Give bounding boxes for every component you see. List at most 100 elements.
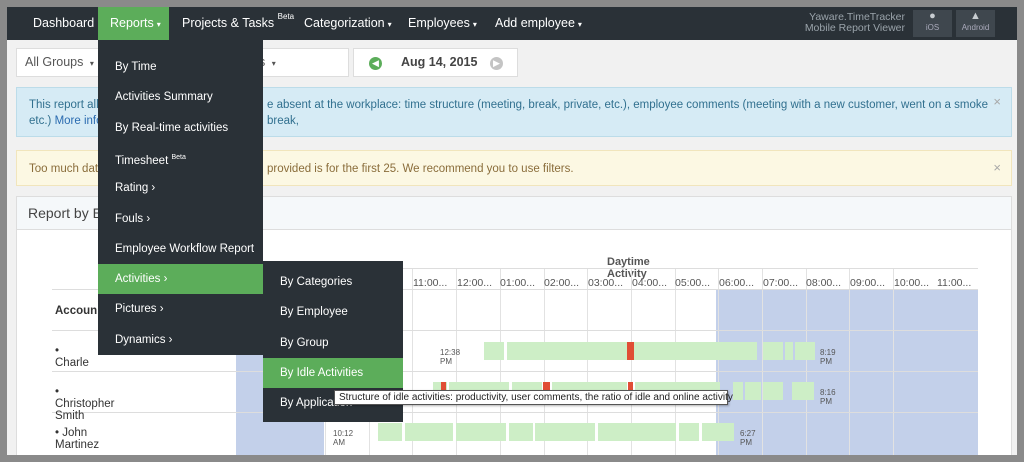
close-icon[interactable]: × <box>993 160 1001 175</box>
header-divider <box>325 268 978 269</box>
evening-night-shade <box>716 290 978 455</box>
reports-menu-item[interactable]: Timesheet Beta <box>98 143 263 173</box>
hour-column-divider <box>849 269 850 455</box>
nav-employees-label: Employees <box>408 16 470 30</box>
activity-bar[interactable] <box>405 423 453 441</box>
brand: Yaware.TimeTracker Mobile Report Viewer <box>805 12 905 34</box>
idle-mark[interactable] <box>627 342 634 360</box>
nav-reports-label: Reports <box>110 16 154 30</box>
hour-column-divider <box>806 269 807 455</box>
reports-menu-item[interactable]: Dynamics › <box>98 325 263 355</box>
nav-categorization-label: Categorization <box>304 16 385 30</box>
hour-column-divider <box>675 269 676 455</box>
activity-bar[interactable] <box>598 423 676 441</box>
activities-menu-item[interactable]: By Idle Activities <box>263 357 403 388</box>
hour-label: 12:00... <box>457 277 493 289</box>
ios-button[interactable]: ● iOS <box>913 10 952 37</box>
hour-label: 11:00... <box>937 277 972 289</box>
account-column-header: Accoun <box>55 305 98 317</box>
hour-label: 06:00... <box>719 277 755 289</box>
end-time: 8:19 PM <box>820 348 836 366</box>
nav-dashboard[interactable]: Dashboard <box>33 16 95 30</box>
reports-menu-item[interactable]: Activities › <box>98 264 263 295</box>
activity-bar[interactable] <box>763 382 783 400</box>
activity-bar[interactable] <box>785 342 793 360</box>
reports-menu-item[interactable]: By Time <box>98 52 263 82</box>
hour-column-divider <box>587 269 588 455</box>
android-icon: ▲ <box>970 10 981 22</box>
hour-column-divider <box>762 269 763 455</box>
hour-label: 05:00... <box>675 277 711 289</box>
employee-name[interactable]: • John Martinez <box>55 427 100 451</box>
tooltip: Structure of idle activities: productivi… <box>334 390 733 405</box>
reports-menu-item-label: By Time <box>115 61 157 73</box>
start-time: 10:12 AM <box>333 429 354 447</box>
hour-label: 09:00... <box>850 277 886 289</box>
employee-name[interactable]: • Charle <box>55 345 89 369</box>
reports-menu-item[interactable]: Employee Workflow Report <box>98 234 263 264</box>
reports-menu-item[interactable]: Activities Summary <box>98 82 263 112</box>
warning-text-start: Too much data <box>29 163 105 175</box>
hour-column-divider <box>544 269 545 455</box>
reports-dropdown: By Time Activities Summary By Real-time ac… <box>98 40 263 355</box>
close-icon[interactable]: × <box>993 94 1001 109</box>
activity-bar[interactable] <box>763 342 783 360</box>
groups-select[interactable]: All Groups ▾ <box>16 48 106 77</box>
app-frame: Dashboard Reports ▾ Projects & Tasks Beta… <box>7 7 1017 455</box>
info-text-rest: e absent at the workplace: time structur… <box>267 99 988 127</box>
nav-add-employee[interactable]: Add employee ▾ <box>495 7 582 40</box>
groups-select-value: All Groups <box>25 55 84 69</box>
start-time: 12:38 PM <box>440 348 461 366</box>
info-text-start: This report all <box>29 99 99 111</box>
end-time: 8:16 PM <box>820 388 836 406</box>
android-button[interactable]: ▲ Android <box>956 10 995 37</box>
row-divider <box>52 412 978 413</box>
nav-add-employee-label: Add employee <box>495 16 575 30</box>
reports-menu-item[interactable]: Rating › <box>98 173 263 203</box>
activity-bar[interactable] <box>679 423 699 441</box>
hour-column-divider <box>718 269 719 455</box>
ios-label: iOS <box>925 23 940 32</box>
activity-bar[interactable] <box>456 423 506 441</box>
activity-bar[interactable] <box>792 382 814 400</box>
prev-day-icon[interactable]: ◀ <box>369 57 382 70</box>
hour-label: 02:00... <box>544 277 580 289</box>
more-info-link[interactable]: More info <box>54 115 103 127</box>
activities-menu-item[interactable]: By Categories <box>280 276 353 288</box>
activity-bar[interactable] <box>795 342 815 360</box>
activity-bar[interactable] <box>378 423 402 441</box>
reports-menu-item-label: Activities Summary <box>115 91 213 104</box>
hour-label: 03:00... <box>588 277 624 289</box>
hour-label: 01:00... <box>500 277 536 289</box>
next-day-icon[interactable]: ▶ <box>490 57 503 70</box>
nav-categorization[interactable]: Categorization ▾ <box>304 7 392 40</box>
reports-menu-item[interactable]: By Real-time activities <box>98 113 263 143</box>
reports-menu-item[interactable]: Fouls › <box>98 204 263 234</box>
activity-bar[interactable] <box>484 342 504 360</box>
reports-menu-item[interactable]: Pictures › <box>98 294 263 324</box>
activities-menu-item[interactable]: By Group <box>280 336 329 349</box>
activities-menu-item[interactable]: By Employee <box>280 306 348 319</box>
current-date[interactable]: Aug 14, 2015 <box>401 55 478 69</box>
activity-bar[interactable] <box>509 423 533 441</box>
nav-reports[interactable]: Reports ▾ <box>98 7 169 40</box>
row-divider <box>52 330 978 331</box>
nav-employees[interactable]: Employees ▾ <box>408 7 477 40</box>
activity-bar[interactable] <box>733 382 743 400</box>
activity-bar[interactable] <box>535 423 595 441</box>
activity-bar[interactable] <box>745 382 761 400</box>
hour-label: 08:00... <box>806 277 842 289</box>
nav-projects-label: Projects & Tasks <box>182 16 275 30</box>
employee-name[interactable]: • Christopher Smith <box>55 386 115 422</box>
nav-projects[interactable]: Projects & Tasks Beta <box>182 7 294 40</box>
android-label: Android <box>961 23 990 32</box>
reports-menu-item-label: Rating › <box>115 182 156 195</box>
chevron-down-icon: ▾ <box>156 20 161 29</box>
activity-bar[interactable] <box>702 423 734 441</box>
top-nav: Dashboard Reports ▾ Projects & Tasks Beta… <box>7 7 1017 40</box>
chevron-down-icon: ▾ <box>89 59 94 68</box>
hour-column-divider <box>631 269 632 455</box>
reports-menu-item-label: Timesheet <box>115 154 169 167</box>
warning-text-rest: provided is for the first 25. We recomme… <box>267 163 574 175</box>
brand-subtitle: Mobile Report Viewer <box>804 22 905 34</box>
